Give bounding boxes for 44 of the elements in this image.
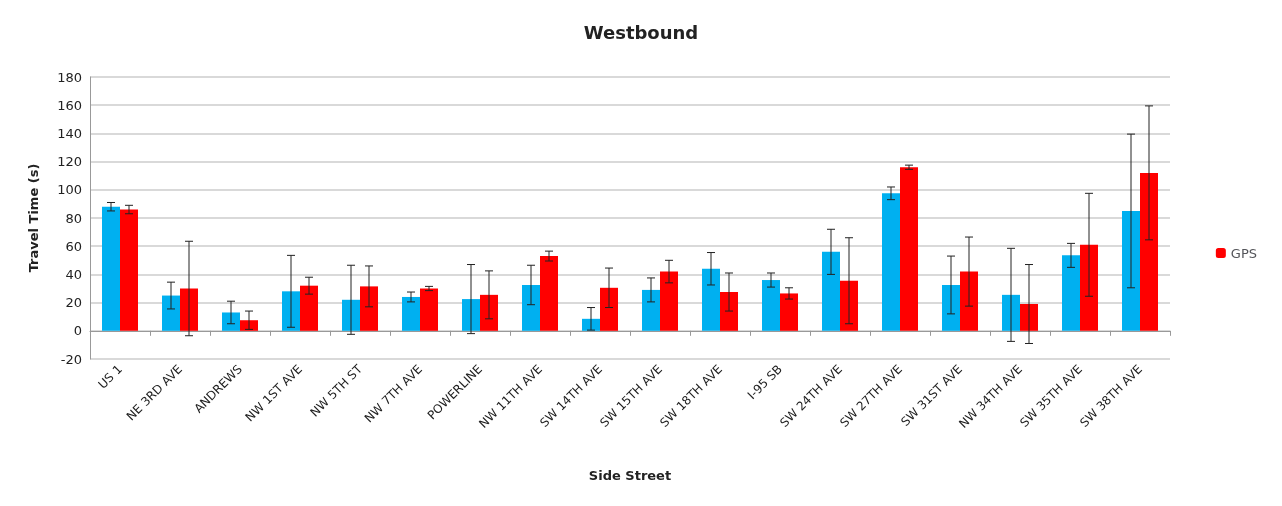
bar [882, 193, 900, 331]
y-tick-label: 160 [57, 97, 82, 113]
bar [762, 280, 780, 331]
bar [1122, 210, 1140, 331]
x-axis-title: Side Street [588, 468, 672, 483]
bar [720, 292, 738, 331]
legend-label: GPS [1230, 245, 1258, 261]
bar [900, 167, 918, 331]
y-tick-label: 40 [65, 266, 82, 282]
bar [822, 251, 840, 331]
bar [120, 209, 138, 331]
x-tick-label: I-95 SB [744, 362, 785, 403]
y-axis-title: Travel Time (s) [26, 163, 41, 273]
x-tick-label: US 1 [95, 362, 125, 392]
y-tick-label: 80 [65, 210, 82, 226]
bar [480, 294, 498, 331]
bar [780, 293, 798, 331]
bar [402, 296, 420, 331]
bar [162, 295, 180, 331]
bar [1062, 255, 1080, 331]
y-tick-label: 140 [57, 125, 82, 141]
bar [702, 268, 720, 331]
y-tick-label: -20 [60, 351, 82, 367]
bar [642, 289, 660, 331]
y-tick-label: 20 [65, 295, 82, 311]
chart-title: Westbound [583, 21, 699, 43]
y-tick-label: 180 [57, 69, 82, 85]
bar [222, 312, 240, 331]
bar [1080, 244, 1098, 331]
bar [102, 206, 120, 331]
bar [960, 271, 978, 331]
y-tick-label: 100 [57, 182, 82, 198]
bar [942, 284, 960, 331]
y-tick-label: 0 [73, 323, 82, 339]
bar [360, 286, 378, 331]
y-tick-label: 60 [65, 238, 82, 254]
bar [660, 271, 678, 331]
bar [1140, 172, 1158, 331]
bar [540, 256, 558, 331]
y-tick-label: 120 [57, 154, 82, 170]
bar [420, 288, 438, 331]
bar [300, 285, 318, 331]
bar [522, 284, 540, 331]
bar [600, 287, 618, 331]
